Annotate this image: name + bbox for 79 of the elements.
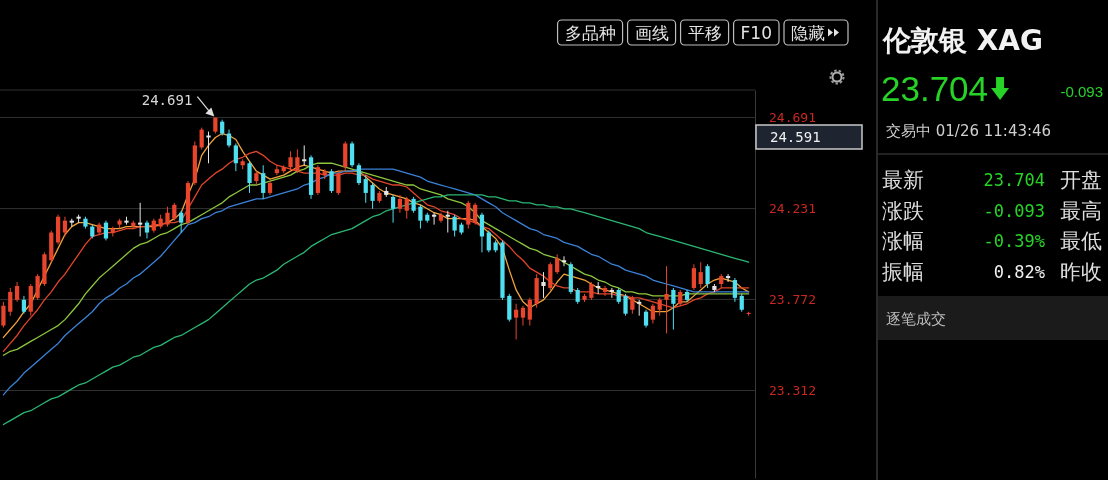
button: 隐藏 — [783, 19, 849, 46]
text: 逐笔成交 — [886, 310, 946, 328]
button: 画线 — [627, 19, 677, 46]
candlestick — [520, 305, 526, 327]
y-tick-label: 24.691 — [769, 110, 816, 126]
candlestick — [609, 287, 614, 299]
candlestick — [14, 281, 20, 303]
text: 0.82% — [993, 261, 1045, 282]
line-series — [2, 194, 750, 426]
text: 交易中 01/26 11:43:46 — [886, 122, 1052, 140]
candlestick — [445, 210, 450, 234]
text: 最低 — [1060, 229, 1102, 253]
candlestick — [247, 160, 252, 194]
candlestick — [349, 140, 355, 168]
annotation: 24.691 — [141, 91, 193, 108]
candlestick — [363, 174, 368, 204]
button: 平移 — [680, 19, 730, 46]
text: 开盘 — [1060, 168, 1102, 192]
y-tick-label: 23.772 — [769, 292, 816, 308]
text: 最新 — [882, 168, 924, 192]
candlestick — [527, 297, 532, 327]
candlestick — [650, 303, 655, 325]
text: 伦敦银 XAG — [882, 24, 1043, 57]
candlestick — [370, 182, 375, 210]
candlestick — [431, 212, 437, 226]
candlestick — [671, 287, 676, 331]
candlestick — [261, 164, 266, 200]
text: -0.093 — [983, 200, 1045, 221]
text: 最高 — [1060, 198, 1102, 223]
candlestick — [705, 263, 710, 289]
candlestick — [274, 164, 279, 176]
candlestick — [548, 261, 553, 291]
candlestick — [302, 144, 307, 166]
candlestick — [541, 271, 546, 299]
candlestick — [555, 253, 560, 275]
text: 涨跌 — [882, 198, 924, 223]
text: 振幅 — [882, 259, 924, 284]
candlestick — [732, 277, 738, 303]
candlestick — [664, 265, 669, 334]
candlestick — [206, 131, 211, 164]
text: 昨收 — [1060, 259, 1102, 284]
candlestick — [466, 200, 471, 230]
candlestick — [336, 170, 341, 196]
candlestick — [623, 293, 628, 317]
text: 23.704 — [881, 69, 989, 108]
candlestick — [418, 204, 423, 230]
candlestick — [404, 196, 409, 220]
text: -0.39% — [983, 231, 1045, 251]
candlestick — [138, 202, 143, 237]
candlestick — [561, 255, 567, 267]
candlestick — [103, 220, 109, 241]
y-tick-label: 24.231 — [769, 201, 816, 217]
text: 23.704 — [983, 170, 1045, 190]
candlestick — [514, 303, 519, 340]
candlestick — [507, 293, 512, 323]
candlestick — [725, 273, 731, 283]
line-series — [2, 168, 750, 396]
button: 多品种 — [557, 19, 624, 46]
candlestick — [233, 142, 238, 172]
candlestick — [329, 168, 334, 194]
candlestick — [8, 287, 13, 317]
candlestick — [691, 263, 697, 291]
candlestick — [452, 214, 457, 237]
candlestick — [179, 210, 184, 234]
candlestick — [35, 273, 40, 301]
candlestick — [698, 261, 703, 289]
text: -0.093 — [1060, 83, 1103, 100]
candlestick — [356, 162, 362, 186]
text: 涨幅 — [882, 229, 924, 253]
candlestick — [165, 206, 170, 228]
candlestick — [479, 212, 485, 253]
candlestick — [62, 216, 68, 237]
text: 24.591 — [770, 129, 821, 145]
candlestick — [1, 301, 6, 329]
candlestick — [473, 202, 478, 226]
y-tick-label: 23.312 — [769, 383, 816, 399]
candlestick — [602, 285, 608, 297]
candlestick — [390, 194, 396, 224]
button: F10 — [733, 19, 780, 46]
